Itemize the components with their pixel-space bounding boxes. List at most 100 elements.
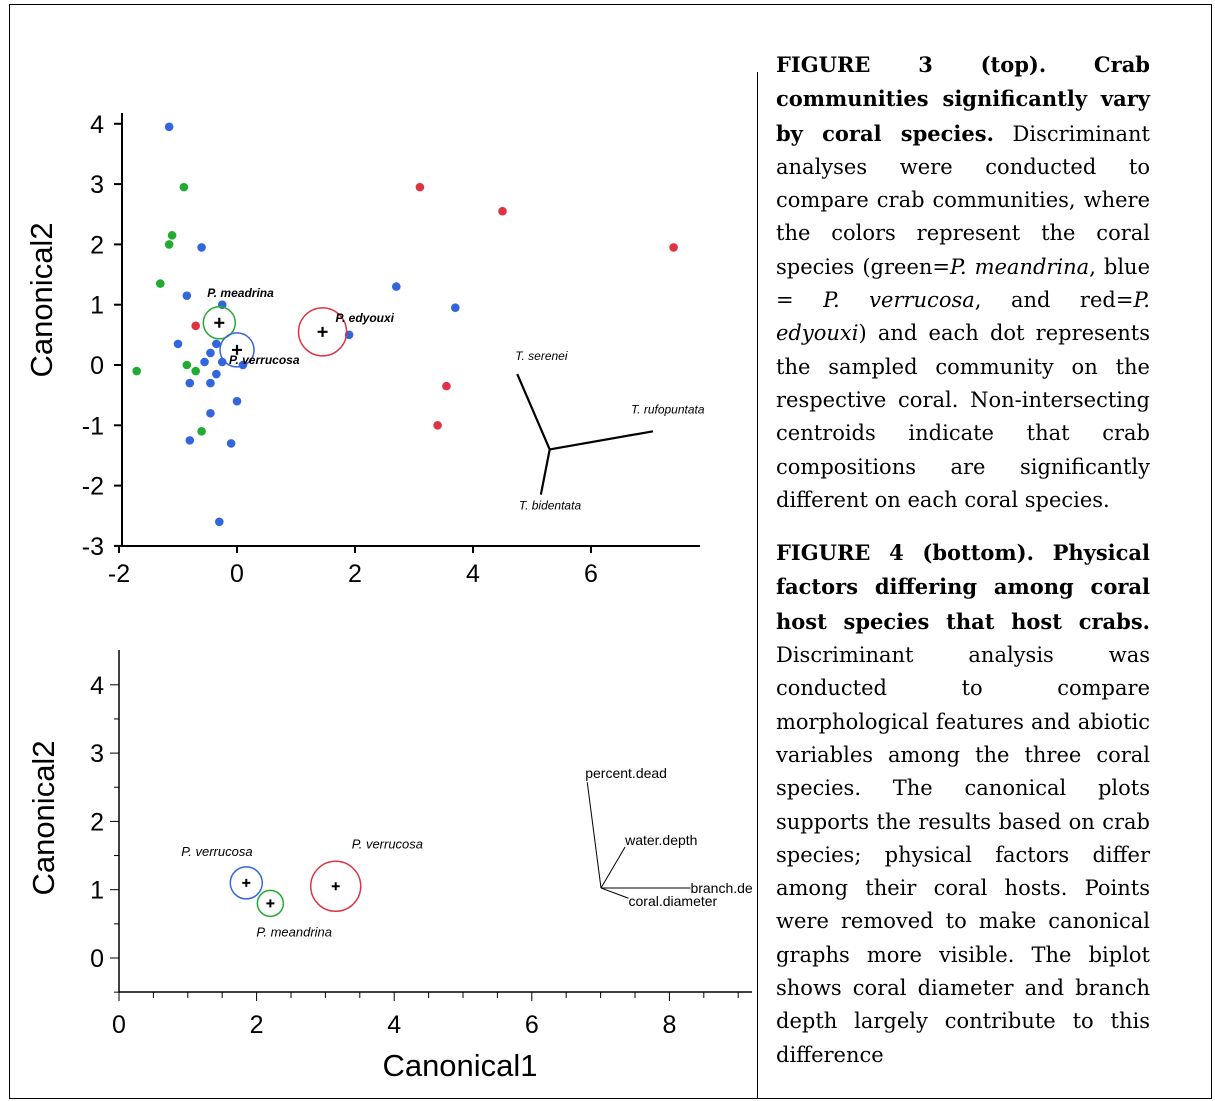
caption-figure-4: FIGURE 4 (bottom). Physical factors diff… [776,536,1150,1072]
biplot-label-t-serenei: T. serenei [515,349,568,363]
data-point-p-verrucosa [392,282,401,291]
figure-frame [9,4,1212,1099]
biplot-vector-t-rufopuntata [549,430,654,451]
x-tick-label: 4 [387,1011,401,1039]
x-axis-title: Canonical1 [382,1048,537,1083]
data-point-p-meandrina [179,182,189,192]
centroid-circle-p-meadrina [202,306,237,340]
data-point-p-meandrina [197,427,206,436]
centroid-circle-p-verrucosa [229,866,264,900]
centroid-circle-p-verrucosa [309,860,362,913]
y-tick-label: -3 [82,533,104,561]
data-point-p-edyouxi [442,381,451,391]
data-point-p-verrucosa [206,378,215,388]
y-tick-label: -2 [82,473,104,501]
biplot-vector-water-depth [600,846,626,889]
centroid-label-p-verrucosa: P. verrucosa [181,844,252,859]
caption-text: ) and each dot represents the sampled co… [776,321,1150,512]
centroid-marker [317,326,328,337]
x-tick-label: 0 [230,560,244,588]
data-point-p-meandrina [164,240,174,249]
caption-text: Discriminant analyses were conducted to … [776,121,1150,279]
biplot-vector-percent-dead [586,782,602,889]
biplot-label-t-bidentata: T. bidentata [519,499,582,513]
x-tick-label: 2 [348,560,362,588]
data-point-p-meandrina [167,231,177,240]
data-point-p-verrucosa [226,439,236,448]
data-point-p-edyouxi [415,182,425,192]
caption-text: , blue = [776,254,1151,313]
data-point-p-verrucosa [185,378,195,388]
data-point-p-verrucosa [197,243,206,252]
centroid-circle-p-verrucosa [219,332,255,368]
x-tick-label: 8 [662,1011,676,1039]
centroid-marker [331,882,340,891]
x-tick-label: -2 [108,560,130,588]
biplot-label-t-rufopuntata: T. rufopuntata [631,402,705,416]
y-axis-title: Canonical2 [26,740,61,895]
data-point-p-verrucosa [217,357,227,367]
y-tick-label: 0 [90,352,104,380]
data-point-p-verrucosa [173,339,183,349]
centroid-marker [232,344,242,355]
biplot-label-branch-de: branch.de [690,880,752,896]
x-tick-label: 6 [525,1011,539,1039]
data-point-p-verrucosa [185,436,195,445]
centroid-marker [242,878,251,887]
y-tick-label: 3 [90,171,104,199]
data-point-p-edyouxi [191,321,200,331]
data-point-p-verrucosa [164,122,174,132]
caption-text: , and red= [974,288,1134,313]
caption-species-name: P. verrucosa [823,288,975,313]
figure-captions: FIGURE 3 (top). Crab communities signifi… [776,48,1150,1072]
centroid-marker [214,317,225,328]
caption-figure-4-body: Discriminant analysis was conducted to c… [776,643,1150,1067]
data-point-p-edyouxi [433,421,442,430]
centroid-circle-p-edyouxi [297,307,348,357]
data-point-p-verrucosa [215,517,224,527]
data-point-p-verrucosa [212,339,221,349]
caption-species-name: P. edyouxi [776,288,1150,346]
caption-figure-3-heading: FIGURE 3 (top). Crab communities signifi… [776,52,1150,146]
centroid-label-p-verrucosa: P. verrucosa [229,353,300,367]
centroid-marker [266,899,275,908]
caption-figure-4-heading: FIGURE 4 (bottom). Physical factors diff… [776,540,1150,634]
biplot-vector-t-bidentata [539,449,551,495]
data-point-p-meandrina [182,360,192,370]
data-point-p-meandrina [191,366,200,376]
centroid-circle-p-meandrina [256,889,285,918]
y-tick-label: 4 [90,111,104,139]
y-tick-label: -1 [82,412,104,440]
y-axis-title: Canonical2 [24,222,59,377]
data-point-p-verrucosa [206,408,215,418]
centroid-label-p-verrucosa: P. verrucosa [352,836,423,851]
x-tick-label: 2 [250,1011,264,1039]
data-point-p-verrucosa [212,369,221,379]
caption-species-name: P. meandrina [950,254,1090,279]
centroid-label-p-meadrina: P. meadrina [207,286,274,300]
y-tick-label: 1 [90,292,104,320]
caption-figure-3: FIGURE 3 (top). Crab communities signifi… [776,48,1150,517]
y-tick-label: 0 [90,945,104,973]
y-tick-label: 2 [90,808,104,836]
caption-text: Discriminant analysis was conducted to c… [776,643,1150,1067]
y-tick-label: 2 [90,231,104,259]
biplot-label-coral-diameter: coral.diameter [629,893,718,909]
biplot-label-water-depth: water.depth [624,832,697,848]
data-point-p-meandrina [156,279,165,288]
data-point-p-verrucosa [182,291,192,300]
centroid-label-p-meandrina: P. meandrina [256,924,332,939]
caption-figure-3-body: Discriminant analyses were conducted to … [776,122,1150,512]
centroid-label-p-edyouxi: P. edyouxi [336,311,395,325]
biplot-label-percent-dead: percent.dead [585,765,667,781]
data-point-p-verrucosa [206,348,215,358]
data-point-p-verrucosa [232,396,242,406]
x-tick-label: 4 [466,560,480,588]
y-tick-label: 4 [90,672,104,700]
y-tick-label: 3 [90,740,104,768]
biplot-vector-t-serenei [516,373,551,450]
column-divider [757,72,758,1099]
x-tick-label: 0 [112,1011,126,1039]
data-point-p-meandrina [132,366,141,376]
